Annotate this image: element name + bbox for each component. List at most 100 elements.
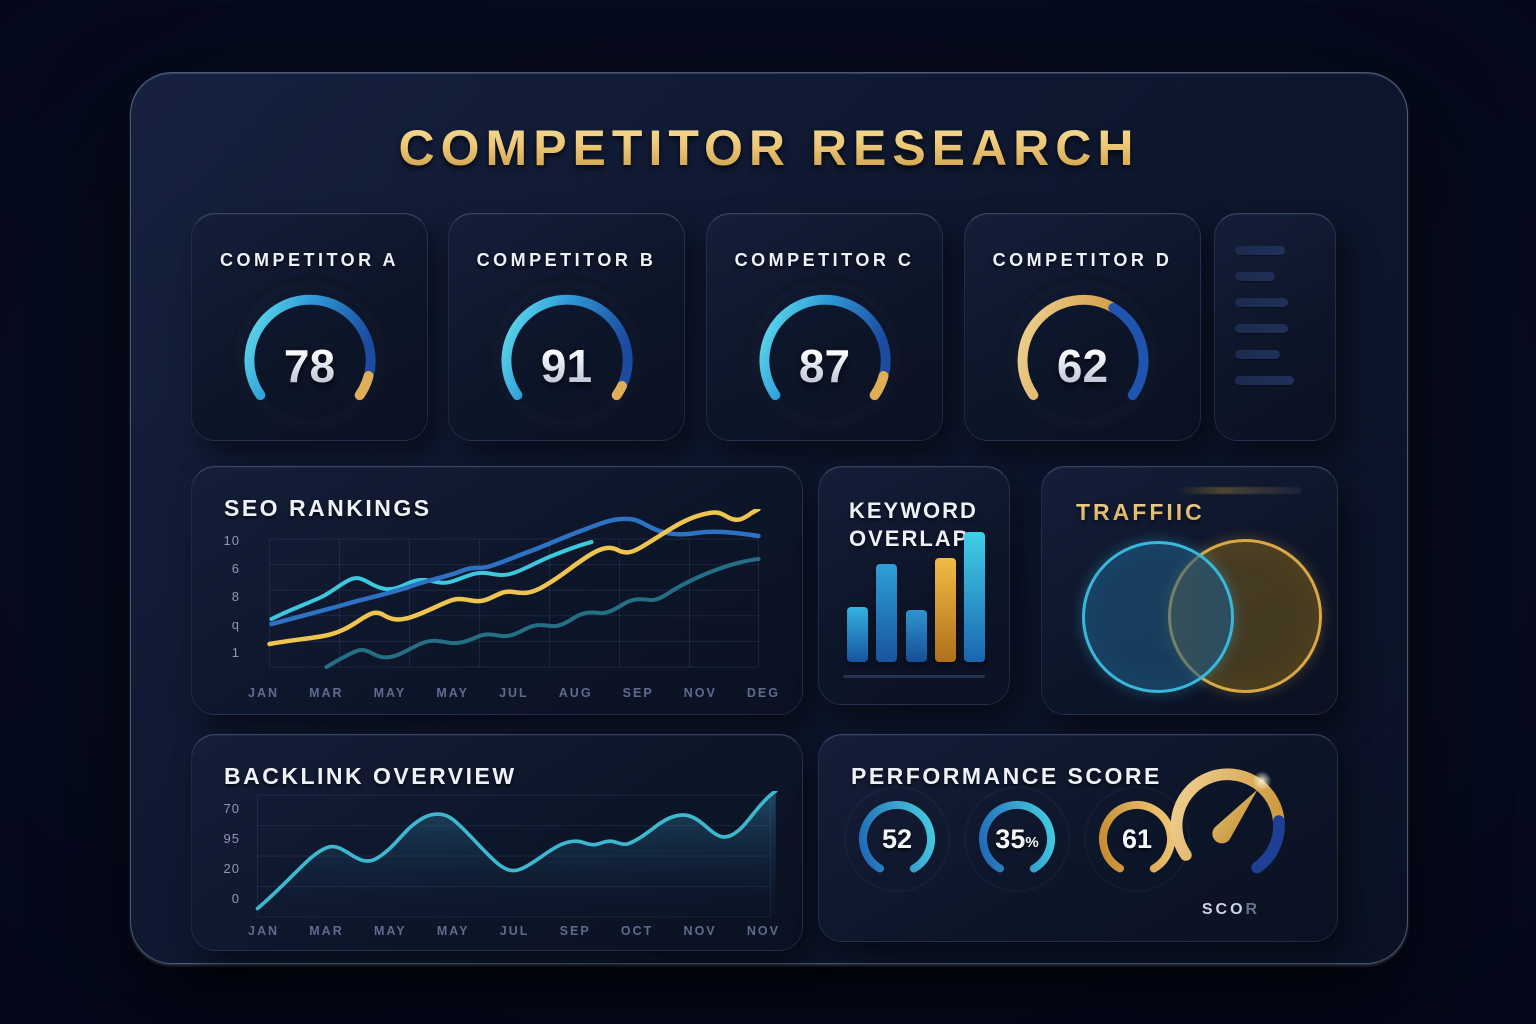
backlink-x-tick: MAY <box>373 924 407 938</box>
seo-x-tick: MAY <box>436 686 469 700</box>
gauge-arc <box>758 294 891 401</box>
competitor-label: COMPETITOR C <box>734 250 915 270</box>
competitor-card-d: COMPETITOR D 62 <box>964 213 1201 441</box>
ring-number: 61 <box>1121 823 1153 854</box>
backlink-x-tick: JAN <box>248 924 280 938</box>
seo-y-tick: 1 <box>231 645 240 660</box>
backlink-title: BACKLINK OVERVIEW <box>224 763 517 789</box>
ring-value: 52 <box>849 791 945 887</box>
backlink-overview-card: BACKLINK OVERVIEW 70 95 20 0 JAN MAR MAY… <box>191 734 803 951</box>
backlink-y-axis: 70 95 20 0 <box>210 801 240 906</box>
speedometer-label-main: SCO <box>1201 901 1246 918</box>
backlink-x-tick: OCT <box>620 924 654 938</box>
performance-rings: 52 35% 61 <box>849 791 1185 887</box>
skeleton-line <box>1235 324 1288 333</box>
traffic-card: TRAFFIIC <box>1041 466 1338 715</box>
backlink-x-tick: JUL <box>499 924 530 938</box>
backlink-x-tick: NOV <box>683 924 717 938</box>
competitor-gauge: 62 <box>998 275 1168 425</box>
seo-series-gold <box>267 509 761 647</box>
seo-x-tick: MAR <box>309 686 344 700</box>
backlink-area-fill <box>257 791 776 917</box>
skeleton-line <box>1235 298 1288 307</box>
skeleton-lines <box>1215 214 1335 417</box>
skeleton-line <box>1235 272 1275 281</box>
competitor-label: COMPETITOR A <box>219 250 399 270</box>
performance-ring: 52 <box>849 791 945 887</box>
competitor-card-b: COMPETITOR B 91 <box>448 213 685 441</box>
keyword-bar <box>934 558 956 662</box>
seo-x-tick: SEP <box>622 686 654 700</box>
competitor-label: COMPETITOR D <box>992 250 1173 270</box>
competitor-gauge: 78 <box>225 275 395 425</box>
gauge-arc <box>243 294 376 401</box>
speedometer-label: SCOR <box>1151 901 1311 919</box>
skeleton-line <box>1235 246 1285 255</box>
keyword-overlap-title: KEYWORD OVERLAP <box>849 497 978 552</box>
seo-x-tick: MAY <box>373 686 407 700</box>
seo-series-teal <box>324 557 761 669</box>
backlink-x-axis: JAN MAR MAY MAY JUL SEP OCT NOV NOV <box>248 924 780 938</box>
seo-x-tick: JAN <box>248 686 280 700</box>
seo-x-tick: AUG <box>558 686 593 700</box>
backlink-area-chart <box>255 791 778 918</box>
competitor-label: COMPETITOR B <box>476 250 657 270</box>
skeleton-line <box>1235 376 1295 385</box>
keyword-bar <box>847 607 868 662</box>
summary-placeholder-card <box>1214 213 1336 441</box>
competitor-score: 91 <box>482 339 652 393</box>
backlink-x-tick: SEP <box>559 924 591 938</box>
keyword-overlap-card: KEYWORD OVERLAP <box>818 466 1010 705</box>
competitor-gauge: 87 <box>740 275 910 425</box>
backlink-y-tick: 95 <box>223 831 240 846</box>
competitor-score: 78 <box>225 339 395 393</box>
ring-number: 52 <box>881 823 913 854</box>
ring-value: 61 <box>1089 791 1185 887</box>
competitor-score: 62 <box>998 339 1168 393</box>
seo-series-blue <box>269 516 761 627</box>
ring-suffix: % <box>1025 833 1039 851</box>
backlink-y-tick: 70 <box>223 801 240 816</box>
seo-y-axis: 10 6 8 q 1 <box>210 533 240 660</box>
backlink-x-tick: NOV <box>746 924 780 938</box>
ring-arc <box>979 801 1055 877</box>
seo-line-chart <box>267 509 761 669</box>
keyword-overlap-title-line2: OVERLAP <box>849 525 970 551</box>
seo-y-tick: 6 <box>231 561 240 576</box>
ring-arc <box>859 801 935 877</box>
seo-y-tick: 10 <box>223 533 240 548</box>
competitor-gauge: 91 <box>482 275 652 425</box>
seo-y-tick: 8 <box>231 589 240 604</box>
performance-title: PERFORMANCE SCORE <box>851 763 1162 789</box>
seo-rankings-card: SEO RANKINGS 10 6 8 q 1 JAN MAR <box>191 466 803 715</box>
seo-x-tick: NOV <box>683 686 717 700</box>
traffic-title: TRAFFIIC <box>1076 499 1205 525</box>
backlink-y-tick: 0 <box>231 891 240 906</box>
page-title: COMPETITOR RESEARCH <box>131 119 1407 177</box>
competitor-card-a: COMPETITOR A 78 <box>191 213 428 441</box>
gauge-arc <box>500 294 633 401</box>
keyword-chart-baseline <box>843 675 985 678</box>
keyword-bar <box>964 532 985 662</box>
keyword-overlap-title-line1: KEYWORD <box>849 498 978 523</box>
speedometer-needle <box>1212 789 1258 844</box>
performance-score-card: PERFORMANCE SCORE 52 35% 61 <box>818 734 1338 942</box>
speedometer: SCOR <box>1151 757 1311 929</box>
keyword-bar-chart <box>847 530 985 662</box>
skeleton-line <box>1235 350 1280 359</box>
seo-x-tick: DEG <box>746 686 780 700</box>
competitor-card-c: COMPETITOR C 87 <box>706 213 943 441</box>
performance-ring: 61 <box>1089 791 1185 887</box>
performance-ring: 35% <box>969 791 1065 887</box>
seo-x-tick: JUL <box>499 686 529 700</box>
backlink-y-tick: 20 <box>223 861 240 876</box>
backlink-x-tick: MAY <box>436 924 470 938</box>
keyword-bar <box>876 564 898 662</box>
traffic-venn-diagram <box>1042 533 1337 714</box>
venn-circle-left <box>1082 541 1234 693</box>
dashboard-panel: COMPETITOR RESEARCH COMPETITOR A 78 COMP… <box>130 72 1408 964</box>
gauge-arc <box>1017 294 1149 401</box>
keyword-bar <box>905 610 927 662</box>
ring-value: 35% <box>969 791 1065 887</box>
